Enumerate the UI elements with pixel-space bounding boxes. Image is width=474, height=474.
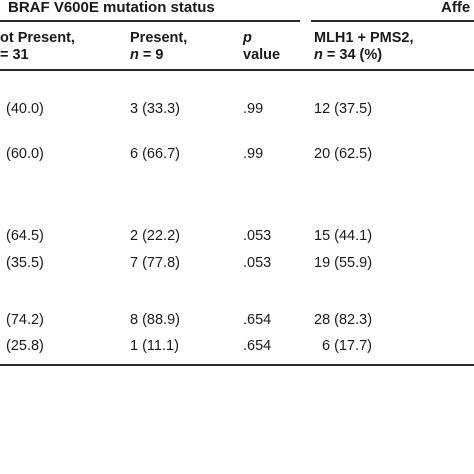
cell-mlh1: 15 (44.1) bbox=[314, 228, 373, 244]
cell-mlh1: 6 (17.7) bbox=[322, 338, 372, 354]
cell-p-value: .99 bbox=[243, 101, 264, 117]
col-not-present-header: ot Present, = 31 bbox=[0, 30, 75, 63]
cell-not-present: (40.0) bbox=[6, 101, 44, 117]
cell-mlh1: 28 (82.3) bbox=[314, 312, 373, 328]
cell-p-value: .654 bbox=[243, 312, 272, 328]
column-header-rule bbox=[0, 69, 474, 71]
affected-group-header: Affe bbox=[441, 0, 471, 16]
cell-mlh1: 19 (55.9) bbox=[314, 255, 373, 271]
braf-group-header: BRAF V600E mutation status bbox=[8, 0, 215, 16]
cell-mlh1: 12 (37.5) bbox=[314, 101, 373, 117]
group-header-rule bbox=[0, 20, 300, 22]
cell-present: 8 (88.9) bbox=[130, 312, 180, 328]
cell-not-present: (60.0) bbox=[6, 146, 44, 162]
col-p-value-header: p value bbox=[243, 30, 281, 63]
col-present-header: Present, n = 9 bbox=[130, 30, 188, 63]
col-mlh1-header: MLH1 + PMS2, n = 34 (%) bbox=[314, 30, 414, 63]
cell-not-present: (35.5) bbox=[6, 255, 44, 271]
cell-not-present: (74.2) bbox=[6, 312, 44, 328]
cell-present: 7 (77.8) bbox=[130, 255, 180, 271]
cell-not-present: (64.5) bbox=[6, 228, 44, 244]
cell-present: 2 (22.2) bbox=[130, 228, 180, 244]
cell-present: 1 (11.1) bbox=[130, 338, 179, 354]
cell-p-value: .654 bbox=[243, 338, 272, 354]
cell-not-present: (25.8) bbox=[6, 338, 44, 354]
cell-present: 3 (33.3) bbox=[130, 101, 180, 117]
cell-p-value: .99 bbox=[243, 146, 264, 162]
cell-mlh1: 20 (62.5) bbox=[314, 146, 373, 162]
table-bottom-rule bbox=[0, 364, 474, 366]
cell-present: 6 (66.7) bbox=[130, 146, 180, 162]
affected-header-rule bbox=[311, 20, 474, 22]
cell-p-value: .053 bbox=[243, 228, 272, 244]
cell-p-value: .053 bbox=[243, 255, 272, 271]
